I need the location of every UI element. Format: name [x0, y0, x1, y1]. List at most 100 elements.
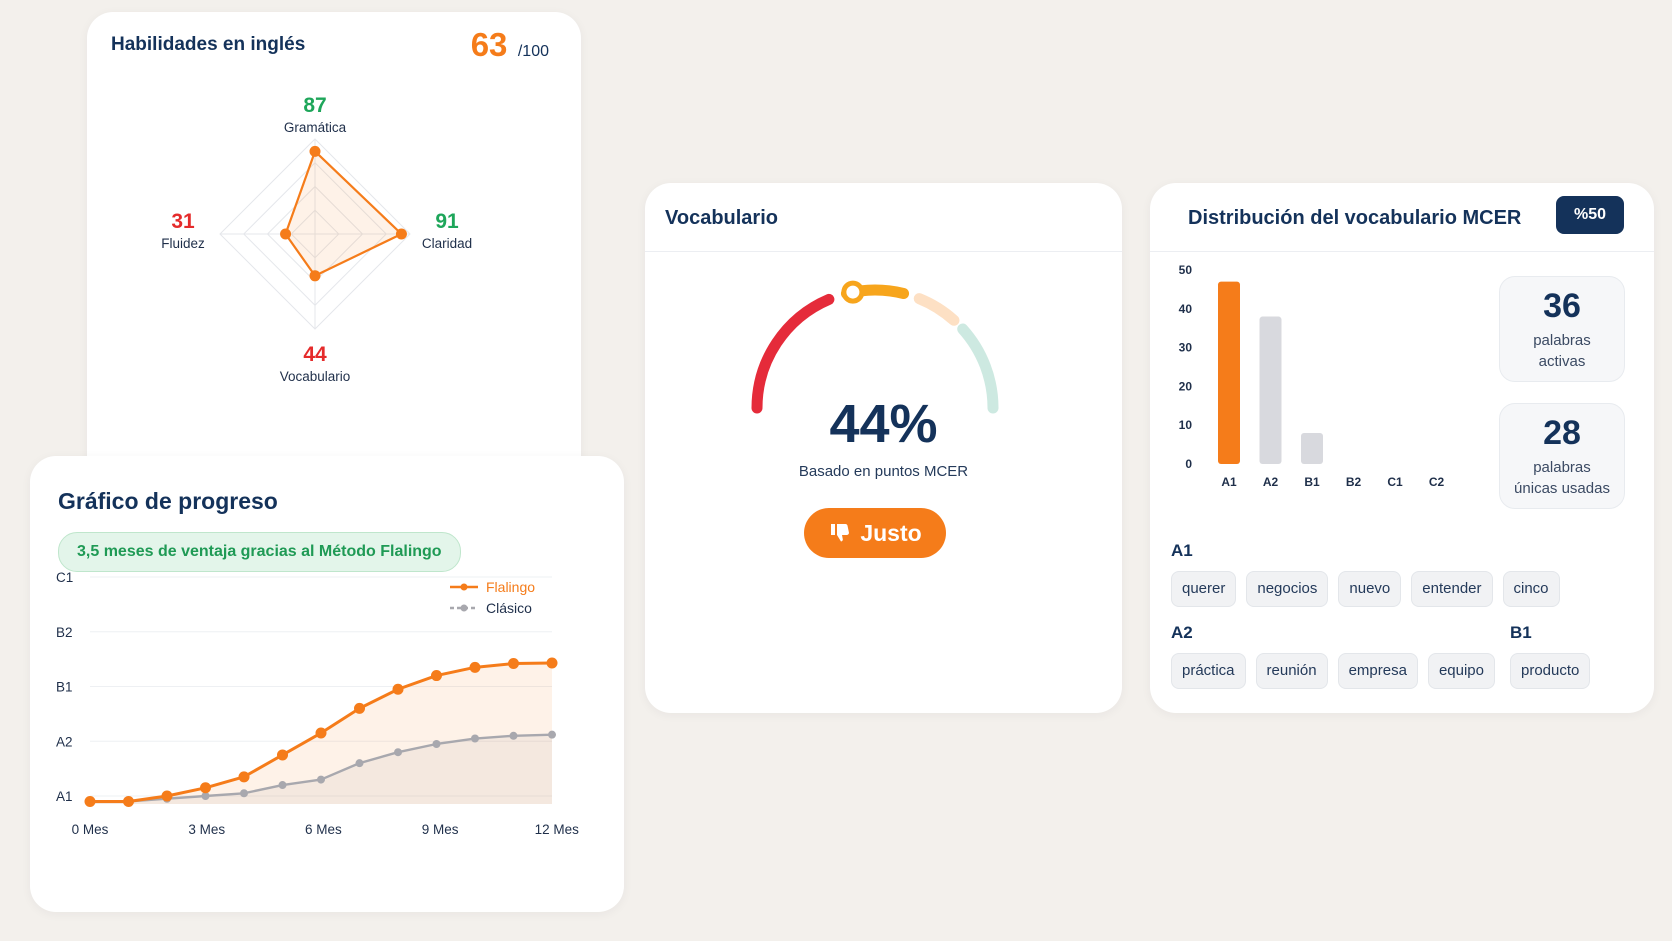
gauge-segment	[913, 293, 960, 326]
stat-active-value: 36	[1543, 287, 1581, 325]
line-point-clasico	[548, 730, 556, 739]
progress-card: Gráfico de progreso 3,5 meses de ventaja…	[30, 456, 624, 912]
line-y-tick: B1	[56, 680, 73, 695]
word-chip[interactable]: producto	[1510, 653, 1591, 689]
radar-area	[284, 150, 403, 277]
distribution-divider	[1150, 251, 1654, 252]
line-point-flalingo	[84, 795, 96, 807]
vocab-gauge	[751, 280, 999, 414]
gauge-segment	[957, 323, 999, 414]
word-chip[interactable]: equipo	[1427, 653, 1495, 689]
line-point-clasico	[201, 792, 210, 800]
line-point-clasico	[509, 731, 518, 740]
bar-a1	[1218, 281, 1240, 464]
chip-row-b1: producto	[1510, 653, 1591, 689]
word-chip[interactable]: entender	[1411, 571, 1493, 607]
vocab-card: Vocabulario 44% Basado en puntos MCER Ju…	[645, 183, 1122, 713]
line-point-clasico	[471, 734, 479, 743]
radar-value-label: 91	[435, 210, 459, 233]
distribution-title: Distribución del vocabulario MCER	[1188, 207, 1522, 229]
line-point-flalingo	[546, 657, 558, 669]
word-chip[interactable]: negocios	[1246, 571, 1329, 607]
bar-a2	[1259, 316, 1282, 464]
distribution-badge: %50	[1556, 196, 1624, 234]
word-chip[interactable]: querer	[1171, 571, 1237, 607]
radar-point	[309, 270, 321, 282]
line-x-tick: 3 Mes	[188, 822, 225, 837]
advantage-pill: 3,5 meses de ventaja gracias al Método F…	[58, 532, 461, 572]
gauge-marker	[841, 280, 865, 304]
skills-title: Habilidades en inglés	[111, 34, 306, 55]
bar-y-tick: 20	[1179, 379, 1193, 393]
radar-axis-label: Fluidez	[161, 236, 205, 251]
word-chip[interactable]: cinco	[1502, 571, 1560, 607]
stat-active-label-2: activas	[1538, 353, 1586, 370]
line-x-tick: 0 Mes	[72, 822, 109, 837]
legend-label: Clásico	[486, 600, 532, 616]
stat-unique-words: 28 palabras únicas usadas	[1499, 403, 1625, 509]
line-x-tick: 6 Mes	[305, 822, 342, 837]
radar-point	[395, 228, 407, 240]
bar-y-tick: 30	[1179, 341, 1193, 355]
bar-y-tick: 10	[1179, 418, 1193, 432]
chip-row-a1: querer negocios nuevo entender cinco	[1171, 571, 1560, 607]
radar-axis-label: Claridad	[422, 236, 472, 251]
word-chip[interactable]: empresa	[1337, 653, 1418, 689]
line-y-tick: B2	[56, 625, 73, 640]
word-chip[interactable]: reunión	[1255, 653, 1328, 689]
cefr-bar-chart: 0 10 20 30 40 50 A1 A2 B1 B2 C1 C2	[1179, 263, 1445, 489]
skills-score-value: 63	[470, 26, 508, 63]
bar-x-tick: C2	[1429, 475, 1445, 489]
vocab-divider	[645, 251, 1122, 252]
line-point-flalingo	[161, 790, 173, 802]
line-x-tick: 9 Mes	[422, 822, 459, 837]
line-y-tick: A2	[56, 734, 73, 749]
line-point-flalingo	[508, 658, 519, 670]
radar-axis-label: Vocabulario	[280, 369, 351, 384]
bar-y-tick: 50	[1179, 263, 1193, 277]
bar-x-tick: A1	[1221, 475, 1237, 489]
radar-point	[280, 228, 292, 240]
vocab-subtitle: Basado en puntos MCER	[798, 463, 969, 480]
progress-line-chart: A1 A2 B1 B2 C1 0 Mes 3 Mes 6 Mes 9 Mes 12 Mes Flal…	[56, 570, 579, 837]
line-point-clasico	[432, 739, 441, 748]
verdict-badge[interactable]: Justo	[804, 508, 946, 558]
radar-value-label: 44	[303, 343, 327, 366]
line-point-clasico	[240, 789, 248, 798]
bar-x-tick: C1	[1387, 475, 1403, 489]
group-title-a2: A2	[1171, 623, 1193, 642]
line-point-flalingo	[354, 702, 365, 714]
line-point-flalingo	[238, 771, 250, 783]
skills-radar-chart: 87 Gramática 91 Claridad 44 Vocabulario 31 Flui…	[161, 94, 472, 384]
line-point-clasico	[317, 775, 325, 784]
line-point-flalingo	[431, 670, 442, 682]
bar-y-tick: 40	[1179, 302, 1193, 316]
stat-active-label-1: palabras	[1533, 332, 1591, 349]
verdict-label: Justo	[860, 519, 922, 546]
stat-unique-value: 28	[1543, 414, 1581, 452]
line-point-flalingo	[123, 795, 134, 807]
line-point-flalingo	[392, 683, 404, 695]
line-point-clasico	[394, 748, 402, 757]
bar-x-tick: B1	[1304, 475, 1320, 489]
skills-score-max: /100	[517, 43, 549, 60]
stat-active-words: 36 palabras activas	[1499, 276, 1625, 382]
line-point-flalingo	[315, 727, 327, 739]
line-point-flalingo	[277, 749, 288, 761]
radar-value-label: 87	[303, 94, 326, 117]
word-chip[interactable]: práctica	[1171, 653, 1246, 689]
chip-row-a2: práctica reunión empresa equipo	[1171, 653, 1495, 689]
bar-b1	[1301, 432, 1323, 464]
skills-score: 63 /100	[471, 26, 549, 64]
line-area-clasico	[90, 734, 552, 804]
stat-unique-label-1: palabras	[1533, 459, 1591, 476]
radar-axis-label: Gramática	[284, 120, 347, 135]
group-title-b1: B1	[1510, 623, 1532, 642]
skills-card: Habilidades en inglés 63 /100 87 Gramátic…	[87, 12, 581, 482]
word-chip[interactable]: nuevo	[1338, 571, 1402, 607]
vocab-percent: 44%	[829, 394, 938, 454]
group-title-a1: A1	[1171, 541, 1193, 560]
line-y-tick: A1	[56, 789, 73, 804]
thumbs-down-icon	[831, 524, 850, 542]
line-point-flalingo	[200, 782, 211, 794]
